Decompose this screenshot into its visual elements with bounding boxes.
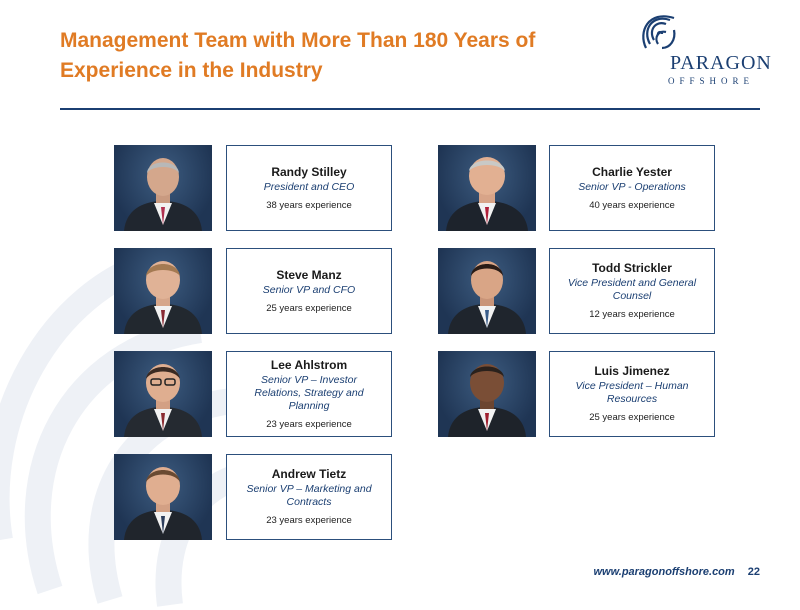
headshot-photo [114, 145, 212, 231]
member-role: Senior VP – Investor Relations, Strategy… [254, 373, 364, 412]
member-name: Charlie Yester [592, 164, 672, 179]
shell-logo-icon [642, 15, 676, 50]
member-name: Todd Strickler [592, 261, 672, 275]
headshot-photo [114, 454, 212, 540]
member-role: Vice President and General Counsel [567, 277, 697, 302]
page-title-line-2: Experience in the Industry [60, 59, 323, 82]
headshot-photo [438, 248, 536, 334]
member-experience: 38 years experience [266, 199, 352, 211]
team-card: Lee Ahlstrom Senior VP – Investor Relati… [226, 351, 392, 437]
member-experience: 12 years experience [589, 309, 675, 320]
team-card: Steve Manz Senior VP and CFO 25 years ex… [226, 248, 392, 334]
headshot-photo [438, 351, 536, 437]
person-silhouette-icon [448, 261, 526, 334]
team-card: Charlie Yester Senior VP - Operations 40… [549, 145, 715, 231]
paragon-logo: PARAGON OFFSHORE [640, 14, 771, 86]
person-silhouette-icon [124, 158, 202, 231]
member-name: Lee Ahlstrom [270, 357, 348, 372]
member-role: Senior VP - Operations [578, 180, 686, 193]
website-link[interactable]: www.paragonoffshore.com [593, 566, 735, 578]
member-name: Andrew Tietz [271, 467, 347, 481]
person-silhouette-icon [448, 364, 526, 437]
person-silhouette-icon [124, 261, 202, 334]
team-card: Randy Stilley President and CEO 38 years… [226, 145, 392, 231]
member-name: Steve Manz [276, 267, 342, 282]
logo-brand-text: PARAGON [670, 52, 772, 74]
member-role: Vice President – Human Resources [575, 380, 689, 405]
member-role: President and CEO [263, 180, 355, 193]
page-title: Management Team with More Than 180 Years… [60, 26, 580, 86]
title-divider [60, 108, 760, 110]
person-silhouette-icon [124, 364, 202, 437]
person-silhouette-icon [446, 157, 528, 231]
page-footer: www.paragonoffshore.com 22 [594, 566, 761, 578]
member-experience: 23 years experience [266, 515, 352, 526]
member-role: Senior VP and CFO [262, 283, 356, 296]
logo-sub-text: OFFSHORE [668, 76, 755, 86]
team-card: Luis Jimenez Vice President – Human Reso… [549, 351, 715, 437]
headshot-photo [114, 248, 212, 334]
headshot-photo [114, 351, 212, 437]
member-name: Luis Jimenez [594, 364, 670, 378]
member-experience: 40 years experience [589, 199, 675, 211]
member-experience: 23 years experience [266, 418, 352, 430]
member-experience: 25 years experience [589, 412, 675, 423]
person-silhouette-icon [124, 467, 202, 540]
page-title-line-1: Management Team with More Than 180 Years… [60, 29, 536, 52]
member-role: Senior VP – Marketing and Contracts [246, 483, 372, 508]
team-card: Andrew Tietz Senior VP – Marketing and C… [226, 454, 392, 540]
member-experience: 25 years experience [266, 302, 352, 314]
page-number: 22 [747, 566, 760, 578]
headshot-photo [438, 145, 536, 231]
team-card: Todd Strickler Vice President and Genera… [549, 248, 715, 334]
member-name: Randy Stilley [271, 164, 347, 179]
